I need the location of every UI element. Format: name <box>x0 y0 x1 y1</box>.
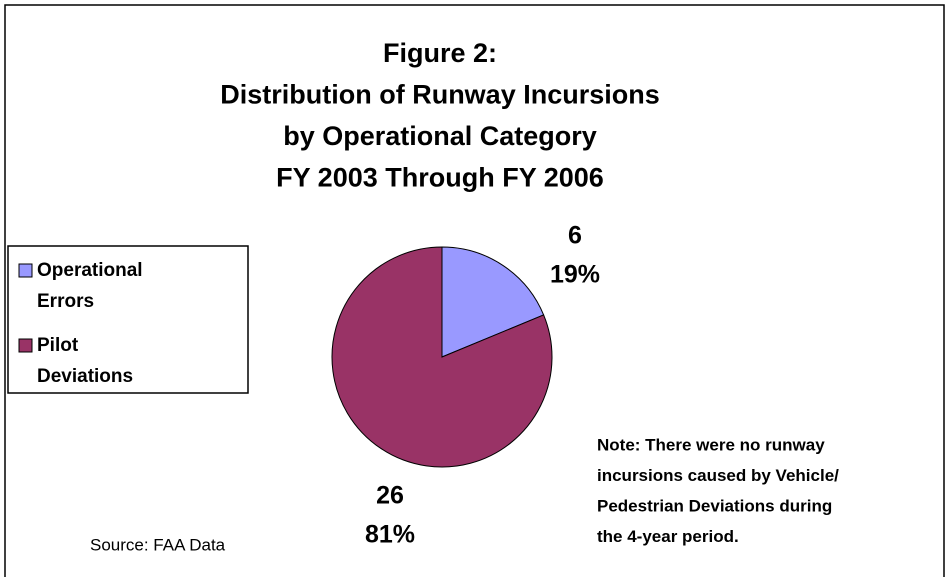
note: Note: There were no runway <box>597 435 825 454</box>
data-label: 26 <box>376 482 404 510</box>
note: Pedestrian Deviations during <box>597 496 832 515</box>
legend-swatch <box>18 338 33 353</box>
pie-slice <box>441 246 545 358</box>
data-label: 6 <box>568 222 582 250</box>
chart-title: by Operational Category <box>283 121 597 151</box>
percent-label: 81% <box>365 521 415 549</box>
chart-title: Distribution of Runway Incursions <box>220 80 660 110</box>
legend-label: Operational <box>37 260 143 281</box>
note: the 4-year period. <box>597 527 739 546</box>
legend-box <box>7 245 249 394</box>
source: Source: FAA Data <box>90 535 226 554</box>
chart-border <box>4 4 945 577</box>
legend-label: Deviations <box>37 366 133 387</box>
legend-label: Errors <box>37 291 94 312</box>
percent-label: 19% <box>550 261 600 289</box>
chart-title: Figure 2: <box>383 38 497 68</box>
pie-slice <box>331 246 553 468</box>
legend-swatch <box>18 263 33 278</box>
legend-label: Pilot <box>37 335 79 356</box>
note: incursions caused by Vehicle/ <box>597 466 839 485</box>
chart-title: FY 2003 Through FY 2006 <box>276 163 604 193</box>
